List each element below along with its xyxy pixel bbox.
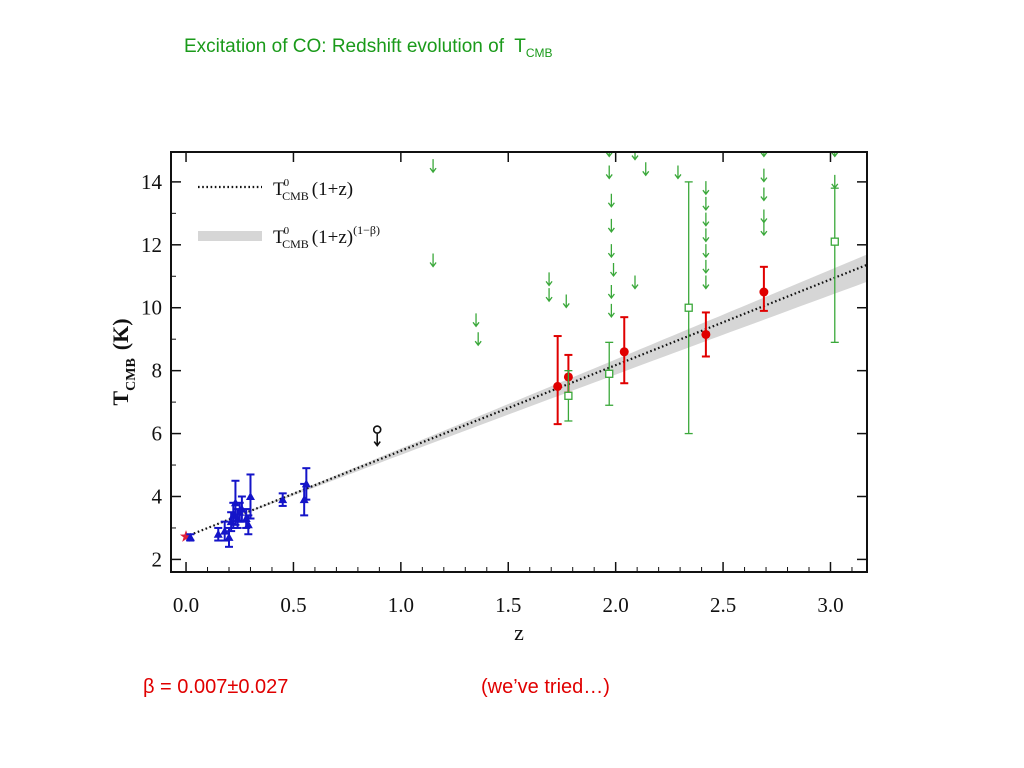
upper-limit-arrow [607, 244, 615, 259]
upper-limit-arrow [605, 152, 613, 158]
upper-limit-arrow [609, 262, 618, 278]
model-line [185, 263, 867, 538]
y-tick-label: 14 [141, 170, 163, 194]
x-tick-label: 2.5 [710, 593, 736, 617]
legend-label-2: T0 CMB (1+z)(1−β) [273, 223, 380, 251]
upper-limit-arrow [545, 272, 553, 287]
sz-point [230, 498, 240, 507]
upper-limit-arrow [605, 165, 613, 180]
x-tick-label: 3.0 [817, 593, 843, 617]
x-tick-label: 1.0 [388, 593, 414, 617]
atomic-point [605, 369, 614, 378]
slide-title-symbol: T [514, 36, 526, 57]
upper-limit-arrow [631, 275, 639, 290]
sz-point [301, 479, 311, 488]
upper-limit-arrow [702, 259, 710, 274]
y-tick-label: 8 [152, 359, 163, 383]
sz-point [213, 529, 223, 538]
y-tick-label: 2 [152, 547, 163, 571]
sz-point [220, 526, 230, 535]
sz-point [224, 532, 234, 541]
upper-limit-arrow [631, 152, 639, 161]
x-tick-label: 0.0 [173, 593, 199, 617]
tried-note: (we’ve tried…) [481, 676, 610, 698]
upper-limit-arrow [545, 288, 553, 303]
upper-limit-arrow [474, 332, 482, 347]
atomic-point [684, 303, 693, 312]
upper-limit-arrow [702, 196, 710, 211]
upper-limit-arrow [607, 285, 615, 300]
y-axis-label: TCMB(K) [108, 318, 139, 405]
upper-limit-arrow [429, 253, 437, 268]
co-point [759, 287, 769, 297]
y-tick-label: 6 [152, 422, 163, 446]
upper-limit-arrow [831, 174, 839, 189]
upper-limit-arrow [429, 159, 437, 174]
x-tick-label: 0.5 [280, 593, 306, 617]
atomic-point [564, 391, 573, 400]
sz-point [245, 491, 255, 500]
upper-limit-arrow [642, 162, 650, 177]
slide-title: Excitation of CO: Redshift evolution of … [184, 36, 553, 60]
sz-point [278, 495, 288, 504]
upper-limit-arrow [607, 303, 615, 318]
sz-point [185, 532, 195, 541]
y-tick-label: 10 [141, 296, 162, 320]
y-tick-label: 12 [141, 233, 162, 257]
beta-result: β = 0.007±0.027 [143, 676, 289, 698]
slide-title-text: Excitation of CO: Redshift evolution of [184, 36, 504, 57]
x-tick-label: 2.0 [603, 593, 629, 617]
legend: T0 CMB (1+z) T0 CMB (1+z)(1−β) [198, 177, 380, 251]
upper-limit-arrow [475, 131, 481, 144]
x-axis-label: z [514, 620, 524, 645]
co-point [619, 347, 629, 357]
hd-limit-arrow [373, 433, 381, 447]
upper-limit-arrow [702, 275, 710, 290]
upper-limit-arrow [760, 222, 768, 237]
atomic-point [830, 237, 839, 246]
x-tick-label: 1.5 [495, 593, 521, 617]
local-cmb-star [179, 530, 193, 542]
legend-label-1: T0 CMB (1+z) [273, 177, 353, 203]
plot-frame [170, 151, 868, 573]
upper-limit-arrow [562, 294, 570, 309]
upper-limit-arrow [702, 244, 710, 259]
plot-area [171, 152, 867, 572]
upper-limit-arrow [607, 218, 615, 234]
slide-title-subscript: CMB [525, 45, 553, 60]
sz-point [237, 504, 247, 513]
upper-limit-arrow [702, 228, 710, 243]
upper-limit-arrow [702, 181, 710, 196]
upper-limit-arrow [760, 187, 768, 202]
hd-limit-point [372, 425, 382, 434]
upper-limit-arrow [831, 152, 839, 158]
upper-limit-arrow [472, 313, 480, 328]
sz-point [243, 520, 253, 529]
upper-limit-arrow [760, 152, 768, 158]
upper-limit-arrow [760, 168, 768, 183]
upper-limit-arrow [674, 165, 682, 180]
co-point [553, 381, 563, 391]
co-point [701, 329, 711, 339]
upper-limit-arrow [607, 193, 615, 208]
upper-limit-arrow [702, 212, 710, 227]
y-tick-label: 4 [152, 484, 163, 508]
